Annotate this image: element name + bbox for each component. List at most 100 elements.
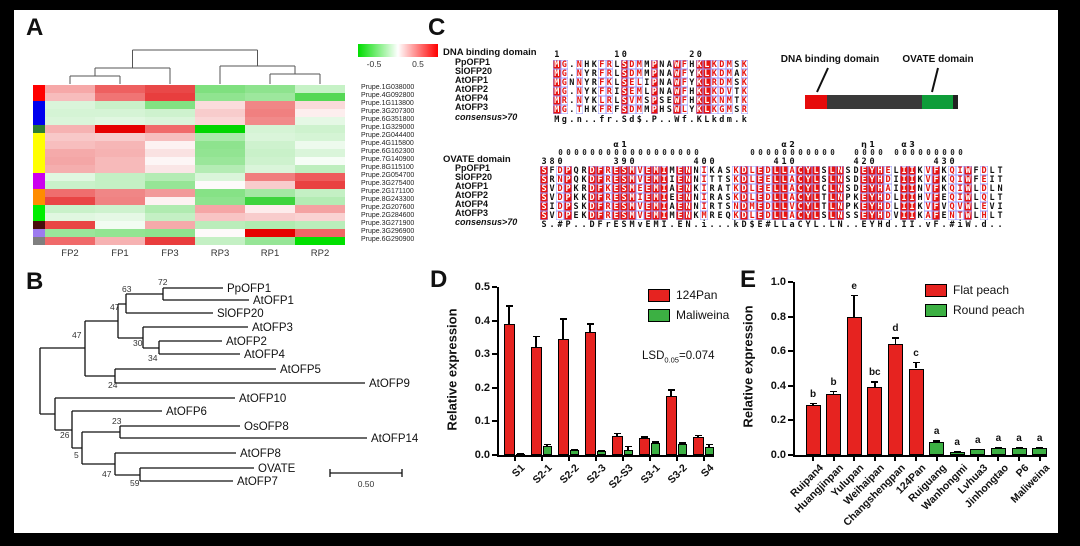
heatmap-cell [245,101,295,109]
heatmap-cell [245,181,295,189]
y-axis-title: Relative expression [740,305,756,428]
heatmap-row [33,229,345,237]
column-label: FP3 [161,248,179,259]
heatmap-color-scale [358,44,438,57]
heatmap-row [33,133,345,141]
heatmap-cell [295,181,345,189]
error-bar-cap [559,318,567,320]
panel-c-label: C [428,14,446,41]
gene-label: Prupe.2G284600 [361,212,415,219]
heatmap-cell [45,85,95,93]
heatmap-cell [295,117,345,125]
error-bar-cap [1036,446,1044,449]
error-bar-cap [850,294,858,297]
error-bar-cap [694,434,702,436]
x-tick-mark [873,457,876,461]
sequence-name: AtOFP2 [455,84,489,94]
heatmap-cell [245,157,295,165]
dna-domain-segment [805,95,827,109]
scale-min-label: -0.5 [366,59,382,69]
heatmap-cell [245,205,295,213]
taxon-label: AtOFP5 [280,364,321,376]
heatmap-cell [145,165,195,173]
heatmap-cell [45,221,95,229]
heatmap-row [33,221,345,229]
x-tick-mark [832,457,835,461]
legend-label: Round peach [953,303,1025,317]
error-bar-cap [705,443,713,446]
data-bar [677,443,687,455]
dna-domain-title: DNA binding domain [443,47,537,58]
heatmap-cell [45,173,95,181]
heatmap-cell [95,237,145,245]
plot-area [793,282,1047,457]
heatmap-cell [245,109,295,117]
taxon-label: AtOFP14 [371,433,419,445]
significance-letter: a [954,436,960,448]
column-label: FP2 [61,248,79,259]
row-group-color [33,205,45,213]
heatmap-cell [95,213,145,221]
y-axis-title: Relative expression [444,308,460,431]
legend-swatch [925,284,947,297]
data-bar [929,442,945,455]
error-bar-stem [894,337,897,345]
heatmap-row [33,165,345,173]
heatmap-cell [195,229,245,237]
x-tick-mark [595,457,597,461]
data-bar [650,443,660,455]
heatmap-cell [195,109,245,117]
heatmap-cell [145,93,195,101]
row-group-color [33,157,45,165]
panel-a-label: A [26,14,44,41]
error-bar-cap [678,442,686,444]
x-tick-mark [935,457,938,461]
diagram-dna-label: DNA binding domain [780,54,880,65]
heatmap-row [33,141,345,149]
protein-body-segment [827,95,922,109]
gene-label: Prupe.1G329000 [361,124,415,131]
y-tick-mark [492,454,497,456]
protein-tip-segment [953,95,958,109]
heatmap-cell [295,221,345,229]
heatmap-cell [295,93,345,101]
heatmap-cell [145,189,195,197]
heatmap-cell [195,157,245,165]
heatmap-cell [95,221,145,229]
x-tick-mark [568,457,570,461]
gene-label: Prupe.1G113800 [361,100,414,107]
heatmap-cell [295,85,345,93]
diagram-ovate-label: OVATE domain [902,54,974,65]
data-bar [908,368,924,455]
heatmap-cell [45,93,95,101]
heatmap-cell [45,189,95,197]
heatmap-row [33,117,345,125]
sequence-name: AtOFP1 [455,75,489,85]
heatmap-row [33,101,345,109]
bootstrap-value: 34 [148,353,158,363]
heatmap-cell [295,101,345,109]
error-bar-stem [853,294,855,317]
heatmap-cell [45,101,95,109]
gene-label: Prupe.2G054700 [361,172,415,179]
heatmap-cell [95,197,145,205]
heatmap-cell [245,125,295,133]
heatmap-cell [295,197,345,205]
heatmap-cell [145,109,195,117]
heatmap-cell [145,101,195,109]
row-group-color [33,173,45,181]
diagram-pointer-lines [816,67,939,93]
taxon-label: AtOFP1 [253,295,294,307]
heatmap-cell [195,93,245,101]
heatmap-row [33,85,345,93]
consensus-name: consensus>70 [455,217,518,227]
y-tick-label: 0.0 [474,449,490,461]
heatmap-cell [245,221,295,229]
row-group-color [33,213,45,221]
heatmap-cell [195,141,245,149]
